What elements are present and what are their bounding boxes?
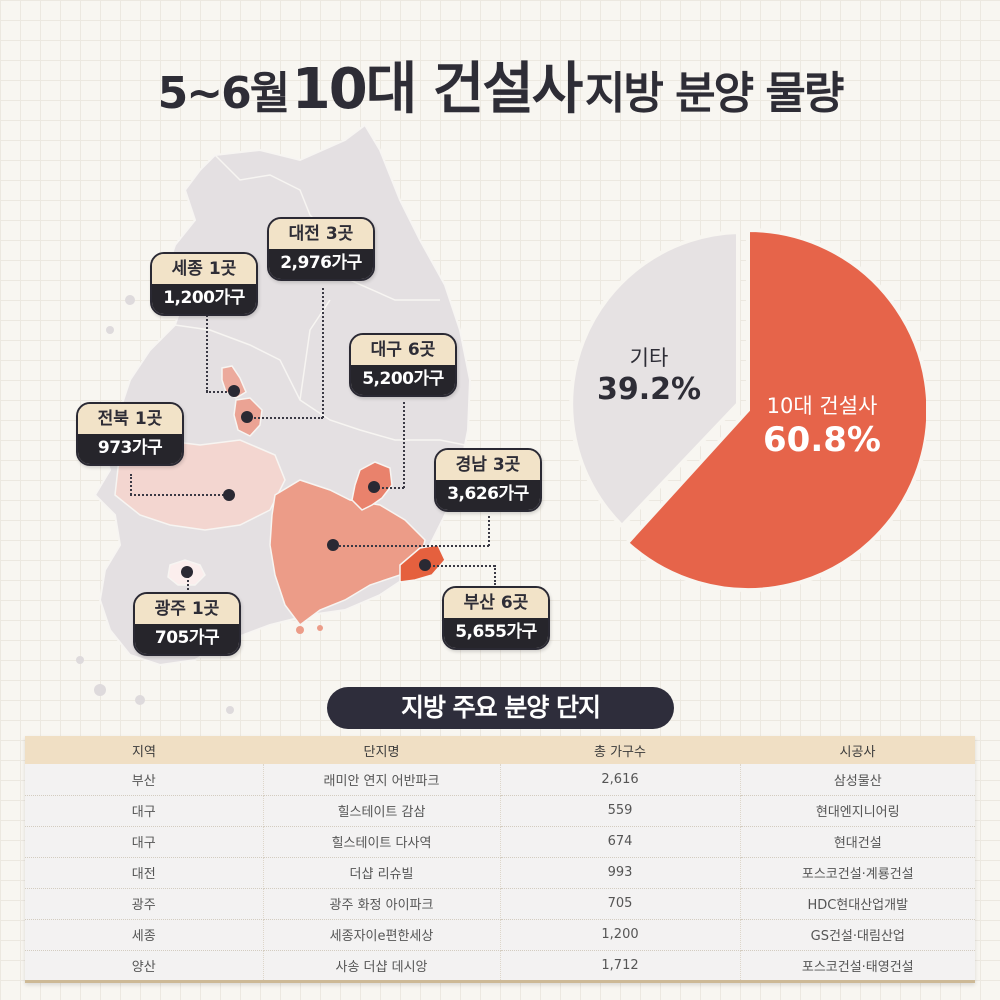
cell-complex: 힐스테이트 감삼 bbox=[263, 795, 501, 827]
cell-builder: GS건설·대림산업 bbox=[740, 919, 975, 951]
callout-daegu-households: 5,200가구 bbox=[351, 365, 455, 395]
marker-gyeongnam bbox=[327, 539, 339, 551]
cell-households: 705 bbox=[500, 888, 741, 920]
page-title: 5~6월 10대 건설사 지방 분양 물량 bbox=[0, 44, 1000, 125]
leader-daegu bbox=[403, 402, 405, 488]
cell-households: 1,712 bbox=[500, 950, 741, 983]
marker-busan bbox=[419, 559, 431, 571]
leader-jeonbuk bbox=[130, 474, 132, 495]
marker-jeonbuk bbox=[223, 489, 235, 501]
cell-complex: 래미안 연지 어반파크 bbox=[263, 764, 501, 796]
title-period: 5~6월 bbox=[157, 68, 291, 119]
pie-label-other-value: 39.2% bbox=[596, 372, 702, 407]
callout-gyeongnam-households: 3,626가구 bbox=[436, 480, 540, 510]
callout-busan-sites: 부산 6곳 bbox=[444, 588, 548, 618]
leader-gyeongnam bbox=[488, 516, 490, 546]
callout-gwangju: 광주 1곳 705가구 bbox=[133, 592, 241, 656]
leader-sejong bbox=[206, 312, 208, 392]
callout-sejong: 세종 1곳 1,200가구 bbox=[150, 252, 258, 316]
table-row: 대구 힐스테이트 다사역 674 현대건설 bbox=[25, 826, 975, 858]
header-region: 지역 bbox=[25, 736, 263, 764]
title-emphasis: 10대 건설사 bbox=[291, 57, 584, 122]
pie-label-top10-name: 10대 건설사 bbox=[766, 394, 878, 418]
cell-households: 674 bbox=[500, 826, 741, 858]
header-households: 총 가구수 bbox=[500, 736, 740, 764]
cell-households: 2,616 bbox=[500, 764, 741, 796]
leader-gwangju bbox=[187, 572, 189, 594]
pie-chart: 기타 39.2% 10대 건설사 60.8% bbox=[566, 224, 931, 594]
cell-region: 대전 bbox=[25, 857, 264, 889]
cell-builder: 포스코건설·계룡건설 bbox=[740, 857, 975, 889]
cell-households: 1,200 bbox=[500, 919, 741, 951]
table-header-row: 지역 단지명 총 가구수 시공사 bbox=[25, 736, 975, 764]
callout-daejeon-sites: 대전 3곳 bbox=[269, 219, 373, 249]
marker-gwangju bbox=[181, 566, 193, 578]
cell-region: 광주 bbox=[25, 888, 264, 920]
callout-sejong-households: 1,200가구 bbox=[152, 284, 256, 314]
pie-label-top10: 10대 건설사 60.8% bbox=[742, 390, 902, 460]
cell-complex: 사송 더샵 데시앙 bbox=[263, 950, 501, 983]
leader-busan bbox=[494, 565, 496, 585]
cell-region: 양산 bbox=[25, 950, 264, 983]
leader-busan-h bbox=[425, 565, 495, 567]
callout-gwangju-sites: 광주 1곳 bbox=[135, 594, 239, 624]
table-row: 대전 더샵 리슈빌 993 포스코건설·계룡건설 bbox=[25, 857, 975, 889]
cell-region: 대구 bbox=[25, 826, 264, 858]
callout-busan: 부산 6곳 5,655가구 bbox=[442, 586, 550, 650]
cell-complex: 광주 화정 아이파크 bbox=[263, 888, 501, 920]
callout-jeonbuk: 전북 1곳 973가구 bbox=[76, 402, 184, 466]
callout-gwangju-households: 705가구 bbox=[135, 624, 239, 654]
pie-label-other: 기타 39.2% bbox=[594, 342, 704, 407]
pie-label-other-name: 기타 bbox=[629, 346, 669, 370]
cell-households: 993 bbox=[500, 857, 741, 889]
callout-busan-households: 5,655가구 bbox=[444, 618, 548, 648]
title-rest: 지방 분양 물량 bbox=[584, 68, 845, 119]
callout-sejong-sites: 세종 1곳 bbox=[152, 254, 256, 284]
leader-sejong-h bbox=[206, 391, 234, 393]
map-region-gyeongnam bbox=[269, 479, 426, 627]
cell-builder: HDC현대산업개발 bbox=[740, 888, 975, 920]
callout-gyeongnam: 경남 3곳 3,626가구 bbox=[434, 448, 542, 512]
table-row: 양산 사송 더샵 데시앙 1,712 포스코건설·태영건설 bbox=[25, 950, 975, 983]
cell-builder: 삼성물산 bbox=[740, 764, 975, 796]
cell-region: 부산 bbox=[25, 764, 264, 796]
leader-daejeon-h bbox=[247, 417, 323, 419]
table-row: 대구 힐스테이트 감삼 559 현대엔지니어링 bbox=[25, 795, 975, 827]
cell-complex: 세종자이e편한세상 bbox=[263, 919, 501, 951]
table-row: 세종 세종자이e편한세상 1,200 GS건설·대림산업 bbox=[25, 919, 975, 951]
cell-complex: 더샵 리슈빌 bbox=[263, 857, 501, 889]
cell-builder: 현대건설 bbox=[740, 826, 975, 858]
pie-slice-top10 bbox=[624, 227, 931, 592]
callout-daegu: 대구 6곳 5,200가구 bbox=[349, 333, 457, 397]
marker-daejeon bbox=[241, 411, 253, 423]
table-row: 광주 광주 화정 아이파크 705 HDC현대산업개발 bbox=[25, 888, 975, 920]
cell-households: 559 bbox=[500, 795, 741, 827]
marker-sejong bbox=[228, 385, 240, 397]
callout-daejeon: 대전 3곳 2,976가구 bbox=[267, 217, 375, 281]
leader-daegu-h bbox=[374, 487, 404, 489]
complex-table: 지역 단지명 총 가구수 시공사 부산 래미안 연지 어반파크 2,616 삼성… bbox=[25, 736, 975, 983]
section-title: 지방 주요 분양 단지 bbox=[327, 687, 674, 729]
pie-label-top10-value: 60.8% bbox=[763, 420, 881, 460]
cell-complex: 힐스테이트 다사역 bbox=[263, 826, 501, 858]
cell-region: 세종 bbox=[25, 919, 264, 951]
table-row: 부산 래미안 연지 어반파크 2,616 삼성물산 bbox=[25, 764, 975, 796]
cell-builder: 현대엔지니어링 bbox=[740, 795, 975, 827]
callout-jeonbuk-households: 973가구 bbox=[78, 434, 182, 464]
cell-builder: 포스코건설·태영건설 bbox=[740, 950, 975, 983]
callout-daejeon-households: 2,976가구 bbox=[269, 249, 373, 279]
callout-gyeongnam-sites: 경남 3곳 bbox=[436, 450, 540, 480]
leader-gyeongnam-h bbox=[332, 545, 489, 547]
header-complex: 단지명 bbox=[263, 736, 500, 764]
header-builder: 시공사 bbox=[740, 736, 975, 764]
leader-jeonbuk-h bbox=[130, 494, 228, 496]
marker-daegu bbox=[368, 481, 380, 493]
callout-jeonbuk-sites: 전북 1곳 bbox=[78, 404, 182, 434]
callout-daegu-sites: 대구 6곳 bbox=[351, 335, 455, 365]
leader-daejeon bbox=[322, 288, 324, 418]
pie-slice-other bbox=[569, 229, 740, 529]
cell-region: 대구 bbox=[25, 795, 264, 827]
